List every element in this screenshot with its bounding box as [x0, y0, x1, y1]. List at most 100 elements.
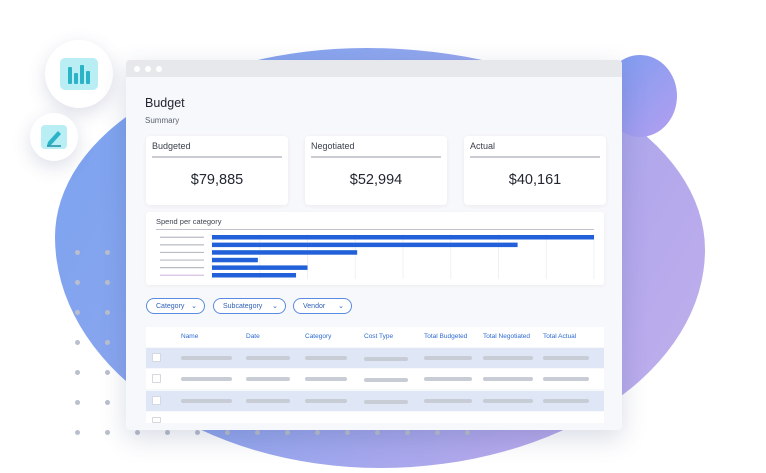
decoration-dot [105, 430, 110, 435]
placeholder-cell [364, 378, 408, 382]
budget-table: Name Date Category Cost Type Total Budge… [146, 327, 604, 423]
subcategory-filter[interactable]: Subcategory ⌄ [213, 298, 286, 314]
row-checkbox[interactable] [152, 396, 161, 405]
placeholder-cell [246, 356, 290, 360]
chart-bar[interactable] [212, 235, 594, 240]
placeholder-cell [246, 399, 290, 403]
decoration-dot [285, 430, 290, 435]
placeholder-cell [181, 377, 232, 381]
decoration-dot [345, 430, 350, 435]
chevron-down-icon: ⌄ [272, 303, 278, 310]
decoration-dot [135, 430, 140, 435]
placeholder-cell [424, 356, 472, 360]
decoration-dot [105, 280, 110, 285]
placeholder-cell [424, 399, 472, 403]
decoration-dot [75, 250, 80, 255]
placeholder-cell [424, 377, 472, 381]
chart-title-divider [156, 229, 594, 230]
table-row[interactable] [146, 348, 604, 368]
page-subtitle: Summary [145, 116, 180, 125]
placeholder-cell [305, 377, 347, 381]
column-header-name[interactable]: Name [181, 333, 199, 340]
chart-bar[interactable] [212, 242, 518, 248]
dot-grid-decoration [75, 250, 495, 450]
category-filter[interactable]: Category ⌄ [146, 298, 205, 314]
decoration-dot [435, 430, 440, 435]
table-header: Name Date Category Cost Type Total Budge… [146, 327, 604, 347]
chart-badge [45, 40, 113, 108]
card-value: $40,161 [508, 172, 562, 188]
chart-bar[interactable] [212, 250, 358, 255]
decoration-dot [105, 250, 110, 255]
card-label: Budgeted [152, 141, 191, 151]
placeholder-cell [364, 400, 408, 404]
table-row[interactable] [146, 369, 604, 389]
decoration-dot [75, 280, 80, 285]
decoration-dot [195, 430, 200, 435]
chevron-down-icon: ⌄ [338, 303, 344, 310]
chart-bar[interactable] [212, 273, 297, 278]
decoration-dot [405, 430, 410, 435]
vendor-filter[interactable]: Vendor ⌄ [293, 298, 352, 314]
placeholder-cell [483, 377, 533, 381]
chevron-down-icon: ⌄ [191, 303, 197, 310]
placeholder-cell [543, 377, 589, 381]
column-header-date[interactable]: Date [246, 333, 260, 340]
window-titlebar [126, 60, 622, 77]
page-title: Budget [145, 96, 185, 110]
chart-bar[interactable] [212, 257, 258, 263]
row-checkbox[interactable] [152, 417, 161, 423]
decoration-dot [105, 400, 110, 405]
card-value: $79,885 [190, 172, 244, 188]
placeholder-cell [305, 399, 347, 403]
chart-bar[interactable] [212, 265, 308, 270]
pen-icon [41, 125, 67, 149]
negotiated-card: Negotiated $52,994 [305, 136, 447, 205]
window-dot-minimize[interactable] [145, 65, 151, 72]
window-dot-close[interactable] [134, 65, 140, 72]
table-row[interactable] [146, 391, 604, 411]
spend-per-category-chart: Spend per category [146, 212, 604, 285]
card-label: Negotiated [311, 141, 355, 151]
row-checkbox[interactable] [152, 374, 161, 383]
column-header-total-budgeted[interactable]: Total Budgeted [424, 333, 468, 340]
actual-card: Actual $40,161 [464, 136, 606, 205]
filter-label: Vendor [303, 302, 326, 310]
decoration-dot [75, 400, 80, 405]
card-divider [152, 156, 282, 158]
placeholder-cell [483, 356, 533, 360]
chart-title: Spend per category [156, 217, 222, 226]
decoration-dot [105, 370, 110, 375]
decoration-dot [75, 370, 80, 375]
budgeted-card: Budgeted $79,885 [146, 136, 288, 205]
card-label: Actual [470, 141, 496, 151]
app-window: Budget Summary Budgeted $79,885 Negotiat… [126, 60, 622, 430]
placeholder-cell [181, 399, 232, 403]
placeholder-cell [364, 357, 408, 361]
card-value: $52,994 [349, 172, 403, 188]
placeholder-cell [543, 399, 589, 403]
column-header-total-negotiated[interactable]: Total Negotiated [483, 333, 530, 340]
decoration-dot [75, 430, 80, 435]
row-checkbox[interactable] [152, 353, 161, 362]
decoration-dot [375, 430, 380, 435]
pen-badge [30, 113, 78, 161]
filter-label: Category [156, 302, 185, 310]
window-dot-maximize[interactable] [156, 65, 162, 72]
decoration-dot [105, 340, 110, 345]
column-header-category[interactable]: Category [305, 333, 332, 340]
decoration-dot [75, 310, 80, 315]
card-divider [470, 156, 600, 158]
table-row[interactable] [146, 412, 604, 423]
decoration-dot [225, 430, 230, 435]
column-header-total-actual[interactable]: Total Actual [543, 333, 577, 340]
placeholder-cell [305, 356, 347, 360]
placeholder-cell [543, 356, 589, 360]
card-divider [311, 156, 441, 158]
decoration-dot [315, 430, 320, 435]
column-header-cost-type[interactable]: Cost Type [364, 333, 394, 340]
filter-label: Subcategory [223, 302, 263, 310]
placeholder-cell [246, 377, 290, 381]
placeholder-cell [181, 356, 232, 360]
spend-chart-svg [160, 234, 595, 279]
